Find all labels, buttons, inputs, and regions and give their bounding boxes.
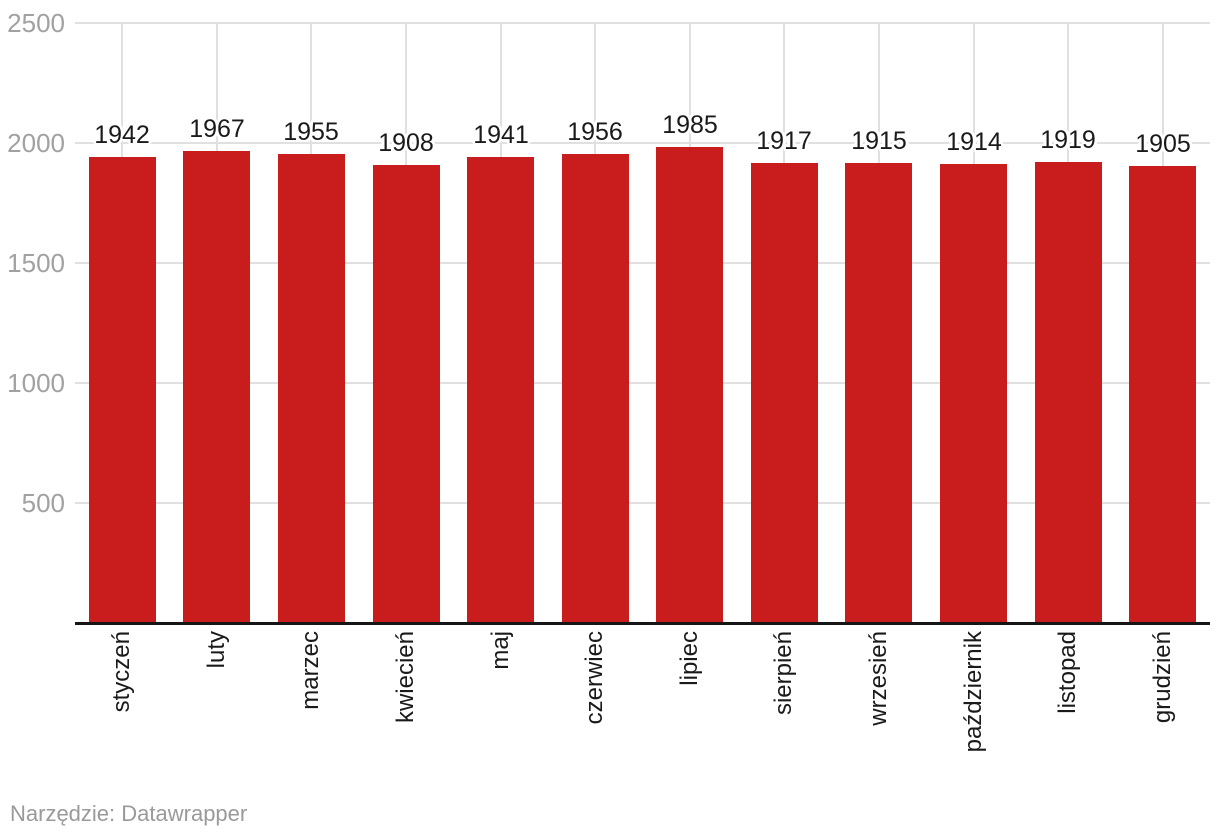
attribution-prefix-label: Narzędzie: <box>10 801 122 826</box>
bar <box>1035 162 1102 623</box>
y-axis-tick-label: 1500 <box>7 248 65 278</box>
bar-value-label: 1985 <box>662 111 718 139</box>
bar-value-label: 1956 <box>567 118 623 146</box>
bar <box>751 163 818 623</box>
bar <box>562 154 629 623</box>
bar <box>183 151 250 623</box>
x-axis-line <box>75 622 1210 625</box>
bar-value-label: 1905 <box>1135 130 1191 158</box>
bar-value-label: 1967 <box>189 115 245 143</box>
y-gridline <box>75 502 1210 504</box>
bar <box>373 165 440 623</box>
bar <box>89 157 156 623</box>
x-axis-category-label: luty <box>203 631 230 669</box>
y-gridline <box>75 22 1210 24</box>
bar <box>467 157 534 623</box>
x-axis-category-label: październik <box>960 631 987 753</box>
bar-value-label: 1914 <box>946 128 1002 156</box>
bar-value-label: 1955 <box>283 118 339 146</box>
bar <box>656 147 723 623</box>
y-axis-tick-label: 2500 <box>7 8 65 38</box>
x-axis-category-label: wrzesień <box>865 631 892 726</box>
y-gridline <box>75 142 1210 144</box>
y-axis-tick-label: 2000 <box>7 128 65 158</box>
bar-value-label: 1908 <box>378 129 434 157</box>
x-axis-category-label: listopad <box>1054 631 1081 714</box>
bar <box>1129 166 1196 623</box>
x-axis-category-label: styczeń <box>108 631 135 713</box>
datawrapper-attribution-link[interactable]: Datawrapper <box>121 801 248 826</box>
bar-value-label: 1917 <box>756 127 812 155</box>
x-axis-category-label: kwiecień <box>392 631 419 724</box>
bar-value-label: 1919 <box>1040 126 1096 154</box>
x-axis-category-label: sierpień <box>770 631 797 716</box>
x-axis-category-label: marzec <box>297 631 324 710</box>
bar-value-label: 1942 <box>94 121 150 149</box>
bar <box>940 164 1007 623</box>
x-axis-category-label: grudzień <box>1149 631 1176 724</box>
bar-value-label: 1915 <box>851 127 907 155</box>
y-axis-tick-label: 1000 <box>7 368 65 398</box>
bar <box>278 154 345 623</box>
chart-attribution: Narzędzie: Datawrapper <box>10 800 247 828</box>
y-gridline <box>75 262 1210 264</box>
y-axis-tick-label: 500 <box>21 488 65 518</box>
y-gridline <box>75 382 1210 384</box>
x-axis-category-label: maj <box>487 631 514 670</box>
bar-value-label: 1941 <box>473 121 529 149</box>
x-axis-category-label: czerwiec <box>581 631 608 725</box>
x-axis-category-label: lipiec <box>676 631 703 686</box>
bar <box>845 163 912 623</box>
